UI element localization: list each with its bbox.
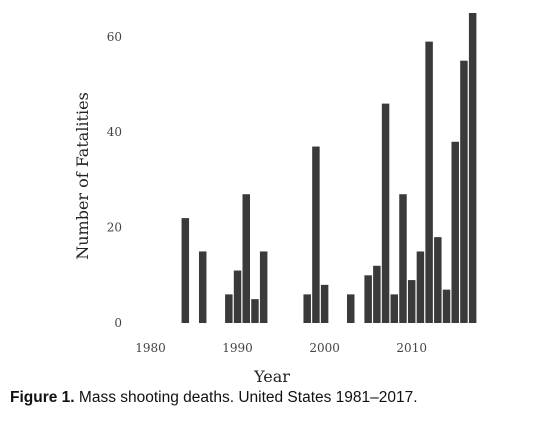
bar-2006 xyxy=(373,265,381,323)
mass-shooting-bar-chart: 0 20 40 60 1980 1990 2000 2010 Year Number of … xyxy=(73,13,477,385)
bar-2000 xyxy=(320,284,329,323)
x-tick-label-1990: 1990 xyxy=(222,341,253,355)
bar-2005 xyxy=(364,275,372,323)
bar-2010 xyxy=(407,280,416,323)
bar-1991 xyxy=(242,194,250,323)
x-tick-label-1980: 1980 xyxy=(135,341,166,355)
bar-1998 xyxy=(303,294,311,323)
x-tick-labels: 1980 1990 2000 2010 xyxy=(135,341,427,355)
bar-1990 xyxy=(233,270,242,323)
x-axis-title: Year xyxy=(253,367,290,385)
x-tick-label-2000: 2000 xyxy=(309,341,340,355)
bar-2003 xyxy=(347,294,355,323)
bar-2015 xyxy=(451,141,459,323)
bar-2008 xyxy=(390,294,399,323)
y-tick-label-20: 20 xyxy=(107,221,122,235)
bar-1984 xyxy=(181,218,190,323)
y-axis-title: Number of Fatalities xyxy=(73,92,92,260)
figure-caption-label: Figure 1. xyxy=(10,389,75,406)
bar-2007 xyxy=(381,103,390,324)
bar-1999 xyxy=(312,146,320,323)
x-tick-label-2010: 2010 xyxy=(396,341,427,355)
y-tick-label-40: 40 xyxy=(107,125,122,139)
bar-2014 xyxy=(442,289,451,323)
y-tick-label-0: 0 xyxy=(114,316,122,330)
bar-2009 xyxy=(399,194,407,323)
bar-1989 xyxy=(225,294,233,323)
figure-caption: Figure 1. Mass shooting deaths. United S… xyxy=(10,389,418,407)
figure-caption-text: Mass shooting deaths. United States 1981… xyxy=(78,389,418,406)
bar-1992 xyxy=(251,299,259,323)
bars-group xyxy=(181,13,477,324)
bar-2016 xyxy=(460,60,468,323)
bar-2012 xyxy=(425,41,433,324)
bar-1986 xyxy=(198,251,207,323)
bar-2011 xyxy=(416,251,425,323)
bar-1993 xyxy=(259,251,268,323)
y-tick-labels: 0 20 40 60 xyxy=(107,30,122,330)
y-tick-label-60: 60 xyxy=(107,30,122,44)
bar-2013 xyxy=(434,237,442,323)
bar-2017 xyxy=(468,13,477,323)
